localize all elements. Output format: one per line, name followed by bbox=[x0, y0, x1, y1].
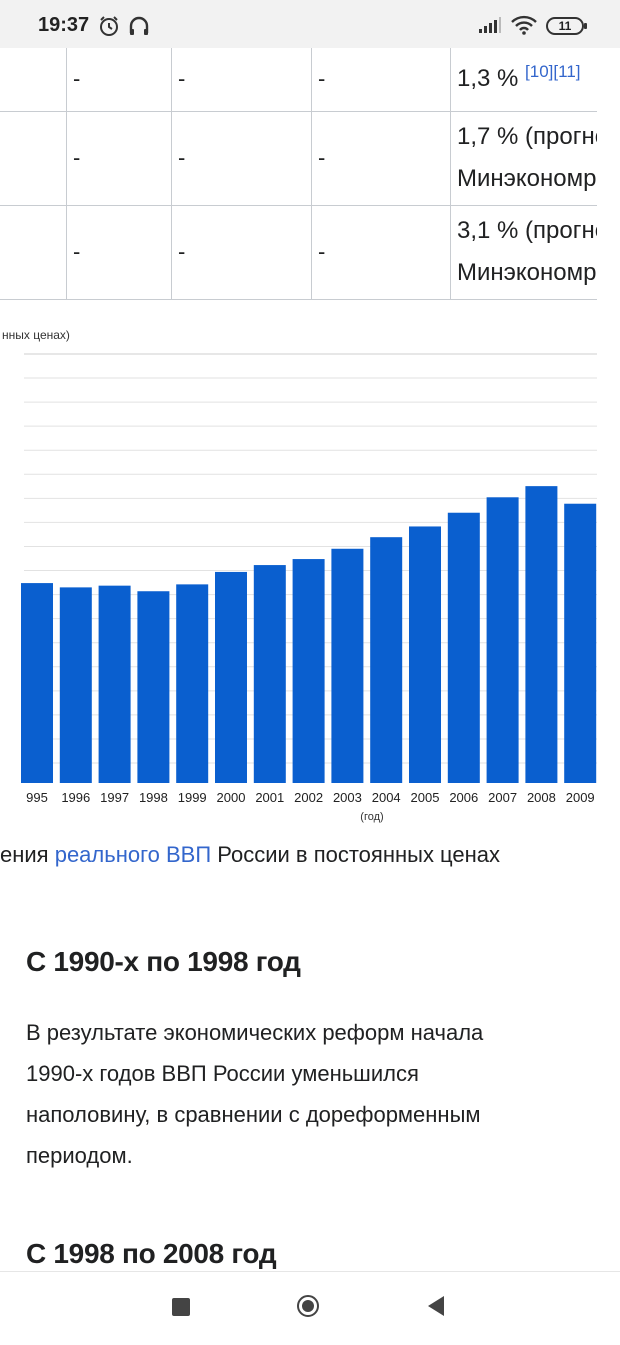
growth-value: 1,7 % (прогно bbox=[457, 123, 597, 150]
x-tick-label: 2007 bbox=[488, 790, 517, 805]
signal-icon bbox=[479, 17, 501, 33]
status-time: 19:37 bbox=[38, 14, 90, 36]
paragraph-line: 1990-х годов ВВП России уменьшился bbox=[26, 1061, 419, 1086]
table-cell: - bbox=[171, 48, 312, 112]
table-cell: 1,7 % (прогно Минэкономр bbox=[450, 111, 597, 206]
bar-2002 bbox=[292, 559, 325, 783]
section-heading: С 1990-х по 1998 год bbox=[26, 946, 301, 977]
table-row: - - - 1,7 % (прогно Минэкономр bbox=[0, 111, 597, 206]
bar-2001 bbox=[253, 565, 286, 783]
back-button[interactable] bbox=[428, 1296, 444, 1316]
source-text: Минэкономр bbox=[457, 259, 597, 286]
table-cell bbox=[0, 111, 67, 206]
bar-2003 bbox=[331, 548, 364, 783]
chart-bars bbox=[21, 486, 597, 783]
x-tick-label: 2003 bbox=[333, 790, 362, 805]
table-cell: - bbox=[66, 48, 172, 112]
bar-2008 bbox=[525, 486, 558, 783]
table-cell: - bbox=[171, 111, 312, 206]
navigation-bar bbox=[0, 1271, 620, 1345]
table-row: - - - 3,1 % (прогно Минэкономр bbox=[0, 205, 597, 300]
x-tick-label: 995 bbox=[26, 790, 48, 805]
x-tick-label: 2005 bbox=[411, 790, 440, 805]
table-cell: 1,3 % [10][11] bbox=[450, 48, 597, 112]
table-cell: 3,1 % (прогно Минэкономр bbox=[450, 205, 597, 300]
x-axis-label: (год) bbox=[360, 811, 383, 823]
x-tick-label: 2009 bbox=[566, 790, 595, 805]
paragraph-line: В результате экономических реформ начала bbox=[26, 1020, 484, 1045]
bar-2006 bbox=[447, 512, 480, 783]
recent-apps-button[interactable] bbox=[172, 1298, 190, 1316]
caption-text: России в постоянных ценах bbox=[211, 842, 501, 867]
growth-value: 1,3 % bbox=[457, 65, 519, 93]
status-bar: 19:37 11 bbox=[0, 0, 620, 48]
bar-2009 bbox=[564, 503, 597, 783]
chart-tick-labels: 995 1996 1997 1998 1999 2000 2001 2002 2003 2004 2… bbox=[26, 790, 595, 805]
table-cell: - bbox=[311, 48, 451, 112]
x-tick-label: 2000 bbox=[217, 790, 246, 805]
real-gdp-link[interactable]: реального ВВП bbox=[54, 842, 212, 867]
section-heading: С 1998 по 2008 год bbox=[26, 1238, 277, 1269]
table-cell: - bbox=[171, 205, 312, 300]
table-cell: - bbox=[311, 111, 451, 206]
x-tick-label: 1999 bbox=[178, 790, 207, 805]
gdp-growth-table: - - - 1,3 % [10][11] - - - 1,7 % (прогно… bbox=[0, 48, 597, 300]
bar-995 bbox=[21, 583, 53, 783]
bar-1998 bbox=[137, 591, 170, 783]
gdp-bar-chart[interactable]: нных ценах) 995 1996 1997 1998 1999 2000 2001 2… bbox=[0, 318, 600, 830]
x-tick-label: 2006 bbox=[449, 790, 478, 805]
reference-link[interactable]: [10][11] bbox=[525, 62, 581, 82]
bar-1996 bbox=[59, 587, 92, 783]
chart-title: нных ценах) bbox=[2, 328, 70, 342]
section-paragraph: В результате экономических реформ начала… bbox=[26, 1012, 586, 1176]
x-tick-label: 1997 bbox=[100, 790, 129, 805]
table-row: - - - 1,3 % [10][11] bbox=[0, 48, 597, 112]
bar-1997 bbox=[98, 585, 131, 783]
battery-icon: 11 bbox=[546, 17, 587, 35]
x-tick-label: 2004 bbox=[372, 790, 401, 805]
paragraph-line: наполовину, в сравнении с дореформенным bbox=[26, 1102, 481, 1127]
x-tick-label: 1998 bbox=[139, 790, 168, 805]
chart-caption: ения реального ВВП России в постоянных ц… bbox=[0, 842, 597, 868]
table-cell: - bbox=[66, 111, 172, 206]
table-cell bbox=[0, 205, 67, 300]
table-cell: - bbox=[311, 205, 451, 300]
bar-1999 bbox=[176, 584, 209, 783]
x-tick-label: 2001 bbox=[255, 790, 284, 805]
x-tick-label: 1996 bbox=[61, 790, 90, 805]
alarm-icon bbox=[100, 16, 118, 36]
table-cell: - bbox=[66, 205, 172, 300]
bar-2000 bbox=[215, 571, 247, 783]
caption-text: ения bbox=[0, 842, 55, 867]
bar-2005 bbox=[409, 526, 441, 783]
bar-2007 bbox=[486, 497, 519, 783]
wifi-icon bbox=[511, 15, 537, 35]
x-tick-label: 2002 bbox=[294, 790, 323, 805]
source-text: Минэкономр bbox=[457, 165, 597, 192]
x-tick-label: 2008 bbox=[527, 790, 556, 805]
growth-value: 3,1 % (прогно bbox=[457, 217, 597, 244]
paragraph-line: периодом. bbox=[26, 1143, 133, 1168]
home-button[interactable] bbox=[297, 1295, 319, 1317]
bar-2004 bbox=[370, 537, 403, 783]
headset-icon bbox=[129, 16, 149, 35]
table-cell bbox=[0, 48, 67, 112]
